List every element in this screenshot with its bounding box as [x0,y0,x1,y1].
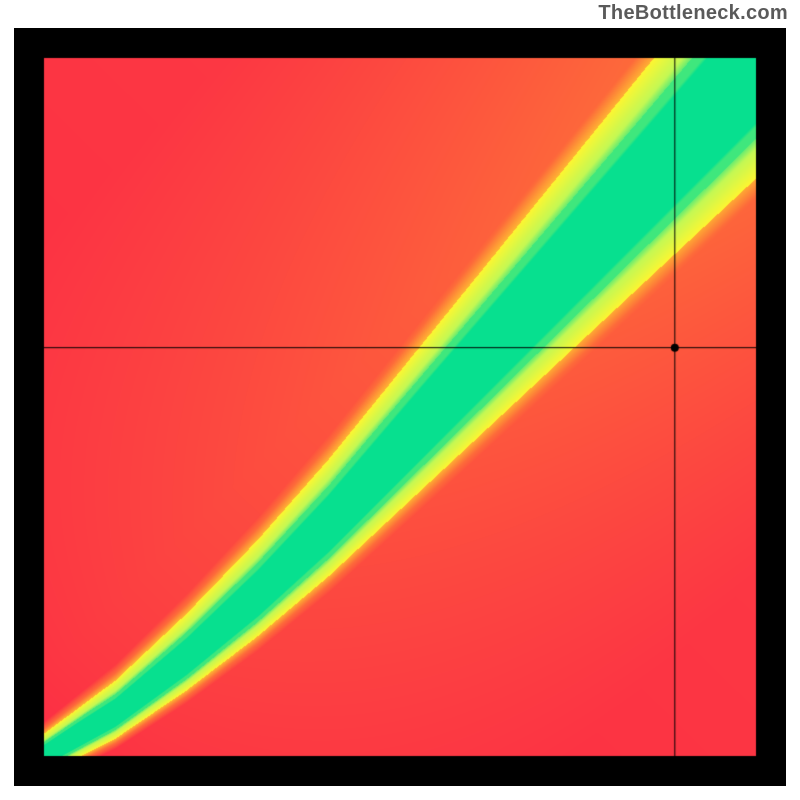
plot-frame [14,28,786,786]
watermark-text: TheBottleneck.com [598,2,788,25]
heatmap-canvas [14,28,786,786]
figure-container: TheBottleneck.com [0,0,800,800]
